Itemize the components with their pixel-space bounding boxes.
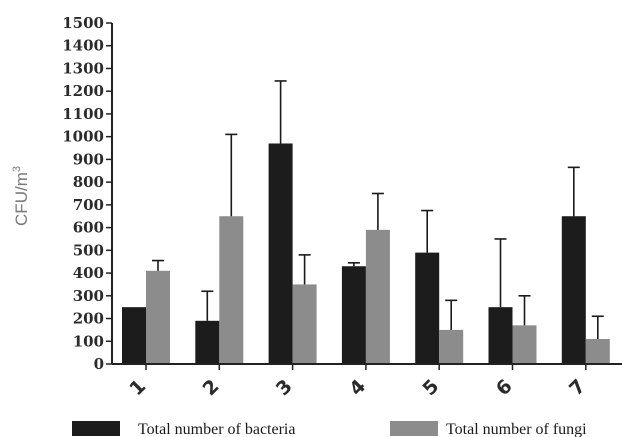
y-tick-label: 900 [73,150,104,168]
x-tick-label: 4 [345,375,370,400]
legend-swatch-bacteria [72,421,120,436]
bar-bacteria-1 [122,307,146,364]
bar-bacteria-5 [415,252,440,364]
y-axis-label-superscript: 3 [11,166,23,172]
y-tick-label: 300 [73,287,104,305]
bar-bacteria-4 [341,266,366,364]
x-tick-label: 2 [199,375,224,400]
bar-bacteria-2 [195,320,220,364]
x-tick-label: 5 [419,375,444,400]
y-tick-label: 400 [73,264,104,282]
bar-fungi-5 [439,329,464,364]
bar-fungi-1 [146,270,170,364]
y-tick-label: 1300 [62,59,104,77]
bars [122,80,610,364]
bar-fungi-2 [219,216,244,364]
bar-bacteria-3 [268,143,293,364]
y-tick-label: 1000 [62,128,104,146]
y-tick-label: 500 [73,241,104,259]
y-tick-label: 700 [73,196,104,214]
y-tick-label: 0 [94,355,104,373]
y-tick-label: 600 [73,219,104,237]
bar-bacteria-6 [488,307,513,364]
legend-label-bacteria: Total number of bacteria [138,421,295,437]
legend: Total number of bacteria Total number of … [72,421,587,437]
y-tick-label: 100 [73,332,104,350]
legend-label-fungi: Total number of fungi [446,421,587,437]
y-tick-label: 1100 [62,105,104,123]
x-tick-label: 3 [272,375,297,400]
x-tick-label: 7 [565,375,590,400]
y-axis-label: CFU/m3 [11,166,31,226]
y-axis: 0 100 200 300 400 500 600 700 800 900 1000 1100 1200… [62,14,113,373]
y-tick-label: 200 [73,310,104,328]
x-axis: 1 2 3 4 5 6 7 [112,363,622,400]
bar-fungi-3 [292,284,317,364]
x-tick-label: 6 [492,375,517,400]
bar-fungi-7 [585,338,610,364]
bar-fungi-6 [512,325,537,364]
y-tick-label: 1500 [62,14,104,32]
y-tick-label: 800 [73,173,104,191]
y-tick-label: 1400 [62,37,104,55]
bar-fungi-4 [365,229,390,364]
y-tick-label: 1200 [62,82,104,100]
bar-bacteria-7 [561,216,586,364]
legend-swatch-fungi [390,421,438,436]
x-tick-label: 1 [125,375,150,400]
